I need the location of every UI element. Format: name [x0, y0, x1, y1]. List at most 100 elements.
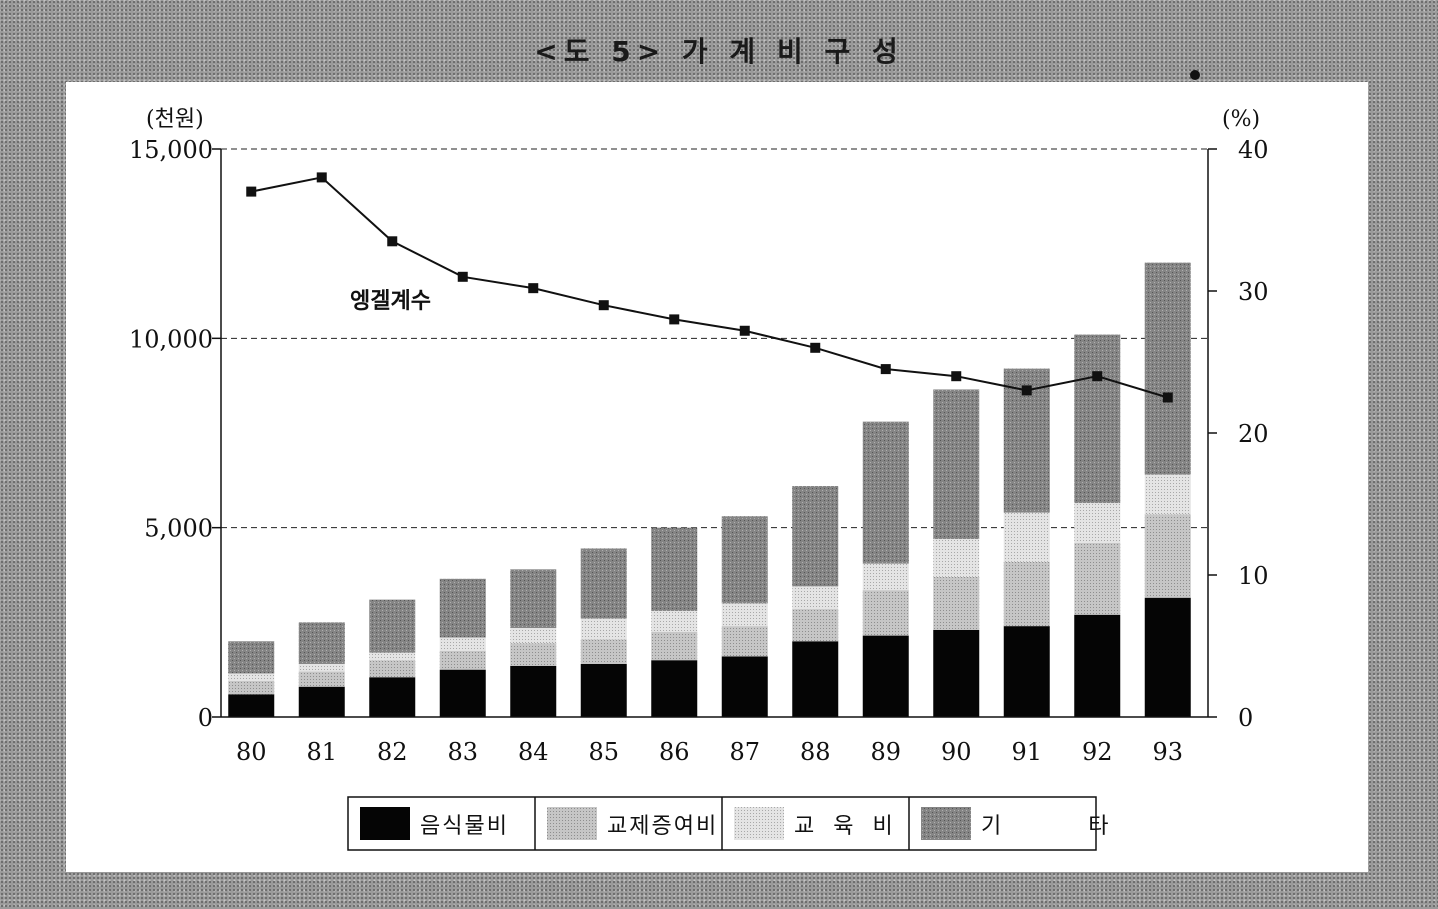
bar-91-series-0	[1003, 626, 1050, 717]
x-tick-label: 92	[1082, 738, 1113, 766]
bar-92-series-3	[1074, 334, 1121, 504]
bar-92-series-2	[1074, 503, 1121, 543]
engel-point-92	[1092, 371, 1103, 382]
right-tick-label: 30	[1238, 278, 1269, 306]
engel-line	[251, 176, 1169, 399]
x-tick-label: 91	[1011, 738, 1042, 766]
legend-label-3: 기 타	[981, 814, 1148, 839]
bar-83-series-3	[439, 578, 486, 638]
x-tick-label: 93	[1152, 738, 1183, 766]
left-tick-label: 0	[198, 704, 213, 732]
bar-82-series-0	[369, 677, 416, 717]
bar-93-series-3	[1144, 262, 1191, 475]
bar-90-series-0	[933, 629, 980, 717]
right-tick-label: 0	[1238, 704, 1253, 732]
legend-swatch-1	[547, 807, 597, 840]
engel-point-83	[457, 271, 468, 282]
bar-91-series-2	[1003, 512, 1050, 562]
chart-title: <도 5> 가 계 비 구 성	[534, 35, 904, 68]
bar-90-series-3	[933, 389, 980, 540]
x-tick-label: 89	[870, 738, 901, 766]
axes-group	[212, 148, 1217, 718]
bar-87-series-0	[721, 656, 768, 717]
legend-swatch-2	[734, 807, 784, 840]
bar-83-series-0	[439, 669, 486, 717]
x-tick-label: 88	[800, 738, 831, 766]
bar-86-series-2	[651, 610, 698, 632]
bar-89-series-2	[862, 563, 909, 591]
bar-93-series-2	[1144, 474, 1191, 515]
x-tick-label: 90	[941, 738, 972, 766]
left-tick-label: 15,000	[129, 136, 213, 164]
x-tick-label: 81	[306, 738, 337, 766]
bar-83-series-2	[439, 637, 486, 651]
x-tick-label: 82	[377, 738, 408, 766]
legend-label-0: 음식물비	[420, 814, 509, 839]
x-tick-label: 83	[447, 738, 478, 766]
bar-90-series-1	[933, 576, 980, 630]
engel-line-group	[246, 172, 1173, 403]
engel-point-84	[528, 283, 539, 294]
x-tick-label: 86	[659, 738, 690, 766]
bar-88-series-2	[792, 586, 839, 610]
bar-85-series-0	[580, 663, 627, 717]
engel-point-82	[387, 236, 398, 247]
engel-point-81	[316, 172, 327, 183]
x-tick-label: 84	[518, 738, 549, 766]
bar-80-series-3	[228, 641, 275, 674]
bar-89-series-1	[862, 590, 909, 636]
bar-89-series-0	[862, 635, 909, 717]
right-tick-label: 10	[1238, 562, 1269, 590]
bars-group	[228, 262, 1191, 717]
bar-93-series-1	[1144, 514, 1191, 598]
bar-88-series-3	[792, 486, 839, 587]
engel-point-87	[739, 325, 750, 336]
left-tick-label: 5,000	[144, 515, 213, 543]
x-tick-label: 80	[236, 738, 267, 766]
bar-80-series-0	[228, 694, 275, 717]
bar-84-series-1	[510, 643, 557, 666]
engel-point-85	[598, 300, 609, 311]
bar-80-series-1	[228, 681, 275, 695]
y-axis-right-label: (%)	[1222, 107, 1260, 132]
bar-83-series-1	[439, 650, 486, 670]
bar-93-series-0	[1144, 597, 1191, 717]
legend-swatch-0	[360, 807, 410, 840]
bullet-mark	[1190, 70, 1200, 80]
bar-85-series-2	[580, 618, 627, 640]
bar-84-series-3	[510, 569, 557, 629]
bar-86-series-0	[651, 660, 698, 717]
right-tick-label: 20	[1238, 420, 1269, 448]
bar-82-series-1	[369, 660, 416, 678]
bar-92-series-1	[1074, 542, 1121, 615]
legend-label-1: 교제증여비	[607, 814, 718, 839]
bar-81-series-0	[298, 686, 345, 717]
bar-89-series-3	[862, 421, 909, 564]
legend: 음식물비 교제증여비 교 육 비 기 타	[347, 796, 1148, 851]
engel-point-88	[810, 342, 821, 353]
bar-85-series-3	[580, 548, 627, 619]
engel-line-label: 엥겔계수	[350, 289, 431, 314]
bar-87-series-3	[721, 516, 768, 604]
bar-87-series-2	[721, 603, 768, 627]
bar-91-series-1	[1003, 561, 1050, 627]
left-tick-label: 10,000	[129, 325, 213, 353]
bar-86-series-1	[651, 631, 698, 661]
bar-88-series-1	[792, 609, 839, 642]
y-axis-left-label: (천원)	[146, 107, 204, 132]
engel-point-86	[669, 314, 680, 325]
bar-82-series-2	[369, 652, 416, 661]
bar-81-series-1	[298, 671, 345, 687]
bar-87-series-1	[721, 626, 768, 657]
grid-lines	[221, 148, 1208, 529]
legend-swatch-3	[921, 807, 971, 840]
engel-point-93	[1162, 392, 1173, 403]
bar-85-series-1	[580, 639, 627, 664]
labels-group: 0 5,000 10,000 15,000 0 10 20 30 40 80 81 82 83 84 85 8…	[129, 107, 1269, 766]
bar-84-series-2	[510, 628, 557, 644]
bar-81-series-2	[298, 663, 345, 672]
right-tick-label: 40	[1238, 136, 1269, 164]
bar-88-series-0	[792, 641, 839, 717]
engel-point-90	[951, 371, 962, 382]
